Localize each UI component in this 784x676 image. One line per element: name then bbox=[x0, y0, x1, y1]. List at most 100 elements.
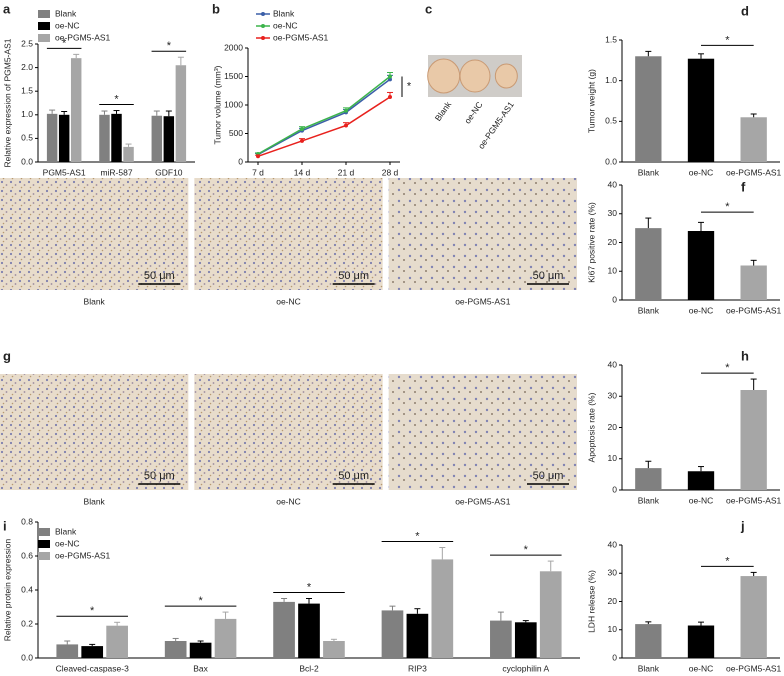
y-tick-label: 0 bbox=[612, 294, 617, 304]
y-tick-label: 0.4 bbox=[21, 584, 33, 594]
x-tick-label: Blank bbox=[638, 167, 660, 177]
y-axis-label: Relative protein expression bbox=[2, 538, 12, 641]
micrograph bbox=[0, 374, 189, 490]
significance-star: * bbox=[62, 37, 67, 49]
significance-star: * bbox=[114, 93, 119, 105]
legend-swatch bbox=[261, 12, 265, 16]
y-tick-label: 20 bbox=[608, 596, 618, 606]
y-tick-label: 40 bbox=[608, 359, 618, 369]
scale-bar-label: 50 μm bbox=[533, 270, 564, 282]
micrograph bbox=[388, 178, 577, 290]
bar bbox=[214, 618, 237, 658]
significance-star: * bbox=[524, 544, 529, 556]
x-tick-label: 21 d bbox=[338, 167, 355, 177]
panel-letter: b bbox=[212, 1, 220, 16]
bar bbox=[431, 559, 454, 658]
micrograph bbox=[0, 178, 189, 290]
x-tick-label: 28 d bbox=[382, 167, 399, 177]
bar bbox=[175, 65, 187, 162]
y-tick-label: 1.5 bbox=[605, 34, 617, 44]
tumor-photo bbox=[459, 59, 491, 93]
micrograph bbox=[388, 374, 577, 490]
bar bbox=[323, 641, 345, 658]
legend-swatch bbox=[38, 540, 50, 548]
x-tick-label: oe-NC bbox=[689, 495, 714, 505]
bar bbox=[46, 113, 58, 162]
x-tick-label: GDF10 bbox=[155, 167, 183, 177]
x-tick-label: cyclophilin A bbox=[502, 663, 549, 673]
bar bbox=[635, 56, 662, 163]
x-tick-label: oe-PGM5-AS1 bbox=[726, 495, 782, 505]
x-tick-label: oe-NC bbox=[689, 305, 714, 315]
y-tick-label: 2.5 bbox=[21, 38, 33, 48]
y-tick-label: 500 bbox=[229, 128, 243, 138]
y-tick-label: 1.0 bbox=[605, 75, 617, 85]
bar bbox=[687, 231, 715, 300]
x-tick-label: miR-587 bbox=[100, 167, 132, 177]
x-tick-label: oe-PGM5-AS1 bbox=[726, 167, 782, 177]
y-tick-label: 30 bbox=[608, 208, 618, 218]
bar bbox=[635, 228, 662, 300]
y-tick-label: 30 bbox=[608, 391, 618, 401]
scale-bar-label: 50 μm bbox=[144, 270, 175, 282]
bar bbox=[539, 571, 562, 658]
x-tick-label: RIP3 bbox=[408, 663, 427, 673]
bar bbox=[99, 114, 110, 162]
bar bbox=[514, 622, 537, 658]
bar bbox=[406, 613, 429, 658]
legend-swatch bbox=[38, 528, 50, 536]
y-tick-label: 10 bbox=[608, 624, 618, 634]
x-tick-label: oe-NC bbox=[689, 167, 714, 177]
legend-label: Blank bbox=[55, 526, 77, 536]
point bbox=[300, 138, 304, 143]
significance-star: * bbox=[167, 40, 172, 52]
bar bbox=[740, 265, 767, 300]
bar bbox=[189, 642, 212, 658]
y-tick-label: 0.0 bbox=[605, 156, 617, 166]
legend-label: oe-PGM5-AS1 bbox=[55, 550, 111, 560]
significance-star: * bbox=[407, 81, 412, 93]
point bbox=[344, 108, 348, 113]
y-tick-label: 1.0 bbox=[21, 109, 33, 119]
caption: Blank bbox=[433, 99, 454, 123]
x-tick-label: oe-PGM5-AS1 bbox=[726, 305, 782, 315]
bar bbox=[81, 646, 104, 658]
legend-label: oe-NC bbox=[273, 20, 298, 30]
x-tick-label: oe-NC bbox=[689, 663, 714, 673]
bar bbox=[56, 644, 79, 658]
significance-star: * bbox=[90, 605, 95, 617]
y-tick-label: 20 bbox=[608, 237, 618, 247]
y-tick-label: 0 bbox=[612, 484, 617, 494]
bar bbox=[151, 115, 163, 162]
y-axis-label: Apoptosis rate (%) bbox=[586, 392, 596, 462]
caption: Blank bbox=[84, 496, 106, 506]
y-tick-label: 0.6 bbox=[21, 550, 33, 560]
panel-letter: d bbox=[741, 3, 749, 18]
bar bbox=[490, 620, 512, 658]
bar bbox=[58, 114, 70, 162]
series-line bbox=[257, 78, 391, 156]
x-tick-label: Blank bbox=[638, 305, 660, 315]
y-tick-label: 40 bbox=[608, 179, 618, 189]
tumor-photo bbox=[494, 63, 518, 89]
legend-label: Blank bbox=[273, 8, 295, 18]
panel-letter: j bbox=[740, 518, 745, 533]
legend-swatch bbox=[38, 34, 50, 42]
scale-bar-label: 50 μm bbox=[533, 470, 564, 482]
caption: oe-NC bbox=[462, 100, 484, 126]
x-tick-label: Blank bbox=[638, 495, 660, 505]
significance-star: * bbox=[307, 581, 312, 593]
y-tick-label: 0.0 bbox=[21, 652, 33, 662]
series-line bbox=[257, 96, 391, 158]
bar bbox=[123, 146, 134, 162]
bar bbox=[635, 624, 662, 658]
y-tick-label: 10 bbox=[608, 266, 618, 276]
bar bbox=[298, 603, 320, 658]
bar bbox=[163, 116, 175, 162]
legend-label: Blank bbox=[55, 8, 77, 18]
significance-star: * bbox=[725, 362, 730, 374]
bar bbox=[70, 58, 82, 162]
panel-letter: i bbox=[3, 518, 7, 533]
legend-swatch bbox=[38, 22, 50, 30]
